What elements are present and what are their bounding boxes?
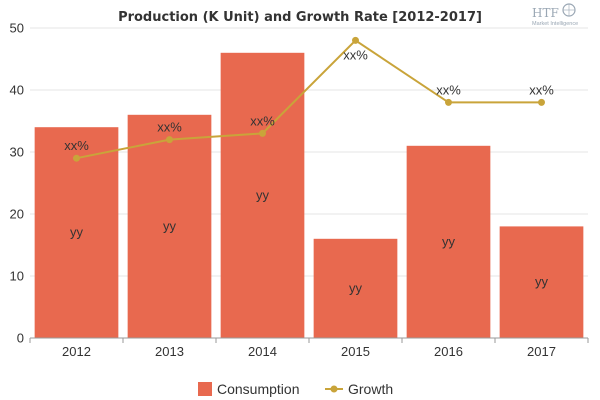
bar	[499, 226, 584, 338]
x-tick-label: 2016	[434, 344, 463, 359]
grid-lines	[30, 27, 588, 277]
growth-data-label: xx%	[157, 120, 182, 135]
y-tick-label: 20	[10, 207, 24, 222]
legend-label-consumption: Consumption	[217, 381, 300, 397]
y-tick-label: 30	[10, 145, 24, 160]
growth-data-label: xx%	[343, 47, 368, 62]
growth-point	[166, 136, 173, 144]
bar-data-label: yy	[349, 280, 363, 295]
growth-point	[538, 98, 545, 106]
y-tick-label: 50	[10, 21, 24, 36]
bar-data-label: yy	[535, 274, 549, 289]
bar-series: yy yy yy yy yy yy	[34, 52, 584, 339]
growth-point	[352, 36, 359, 44]
y-tick-label: 40	[10, 83, 24, 98]
growth-point	[73, 154, 80, 162]
bar	[406, 145, 491, 338]
legend-label-growth: Growth	[348, 381, 393, 397]
bar-data-label: yy	[256, 187, 270, 202]
chart-title: Production (K Unit) and Growth Rate [201…	[118, 10, 482, 25]
bar-data-label: yy	[442, 234, 456, 249]
y-tick-label: 0	[17, 331, 24, 346]
growth-point	[445, 98, 452, 106]
watermark-brand: HTF	[532, 6, 559, 20]
legend-swatch-consumption	[198, 382, 212, 396]
axes: 0 10 20 30 40 50 2012 2013 2014 2015 2016 2017	[10, 21, 589, 359]
x-tick-label: 2014	[248, 344, 277, 359]
line-series: xx% xx% xx% xx% xx% xx%	[64, 36, 554, 162]
legend-marker-growth	[330, 385, 338, 393]
bar	[220, 52, 305, 339]
growth-data-label: xx%	[529, 82, 554, 97]
x-tick-label: 2012	[62, 344, 91, 359]
y-tick-label: 10	[10, 269, 24, 284]
bar-data-label: yy	[163, 218, 177, 233]
x-tick-label: 2017	[527, 344, 556, 359]
growth-line	[76, 39, 542, 160]
watermark-subtitle: Market Intelligence	[532, 21, 578, 27]
watermark-logo: HTF Market Intelligence	[532, 3, 578, 27]
growth-point	[259, 129, 266, 137]
growth-data-label: xx%	[436, 82, 461, 97]
legend: Consumption Growth	[198, 381, 393, 397]
x-tick-label: 2015	[341, 344, 370, 359]
growth-data-label: xx%	[250, 113, 275, 128]
bar-data-label: yy	[70, 225, 84, 240]
growth-data-label: xx%	[64, 138, 89, 153]
x-tick-label: 2013	[155, 344, 184, 359]
bar	[34, 127, 119, 338]
bar	[313, 238, 398, 338]
bar	[127, 114, 212, 338]
